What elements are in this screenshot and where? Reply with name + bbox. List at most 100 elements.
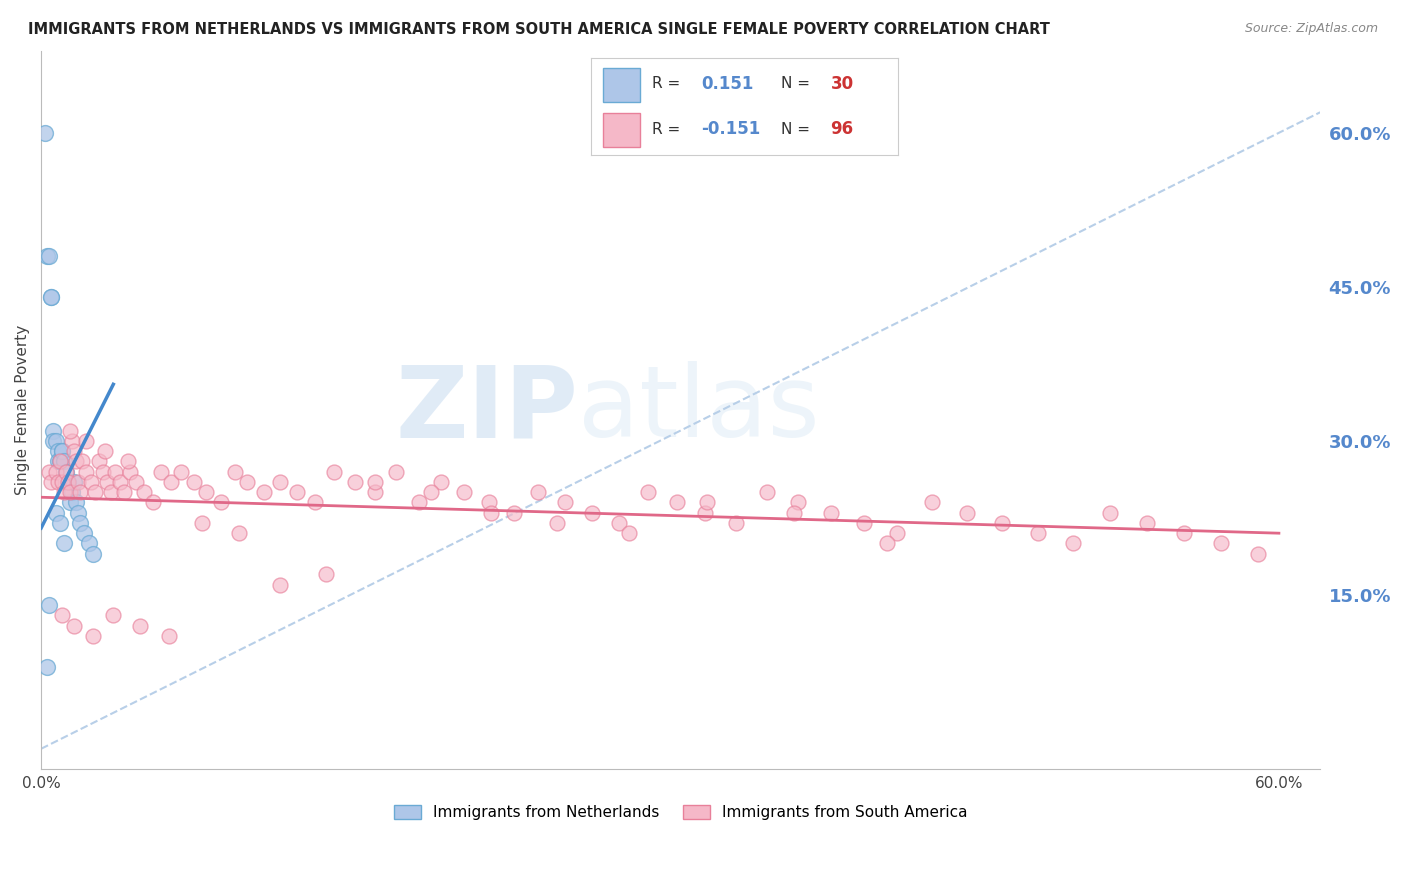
Point xyxy=(65,454,87,468)
Point xyxy=(41,290,63,304)
Point xyxy=(48,454,70,468)
Point xyxy=(408,495,430,509)
Point xyxy=(191,516,214,530)
Point xyxy=(1136,516,1159,530)
Point xyxy=(82,547,104,561)
Point xyxy=(56,475,79,489)
Point xyxy=(269,577,291,591)
Text: ZIP: ZIP xyxy=(395,361,578,458)
Point xyxy=(41,475,63,489)
Point xyxy=(269,475,291,489)
Point xyxy=(581,506,603,520)
Point xyxy=(617,526,640,541)
Point xyxy=(65,495,87,509)
Point xyxy=(195,485,218,500)
Point xyxy=(38,598,60,612)
Point xyxy=(37,659,59,673)
Point xyxy=(34,126,56,140)
Point xyxy=(956,506,979,520)
Point xyxy=(149,465,172,479)
Point xyxy=(87,454,110,468)
Point xyxy=(41,290,63,304)
Point xyxy=(170,465,193,479)
Point xyxy=(285,485,308,500)
Point xyxy=(1247,547,1270,561)
Point xyxy=(756,485,779,500)
Point xyxy=(315,567,337,582)
Point xyxy=(79,475,101,489)
Point xyxy=(304,495,326,509)
Point xyxy=(224,465,246,479)
Point xyxy=(56,475,79,489)
Point xyxy=(1098,506,1121,520)
Point xyxy=(59,424,82,438)
Point xyxy=(55,465,77,479)
Point xyxy=(479,506,502,520)
Point xyxy=(77,536,100,550)
Point xyxy=(696,495,718,509)
Point xyxy=(38,249,60,263)
Point xyxy=(94,444,117,458)
Point xyxy=(607,516,630,530)
Point xyxy=(546,516,568,530)
Point xyxy=(67,475,90,489)
Point xyxy=(783,506,806,520)
Point xyxy=(100,485,122,500)
Point xyxy=(554,495,576,509)
Point xyxy=(37,249,59,263)
Point xyxy=(51,608,73,623)
Point xyxy=(453,485,475,500)
Legend: Immigrants from Netherlands, Immigrants from South America: Immigrants from Netherlands, Immigrants … xyxy=(388,799,974,826)
Point xyxy=(42,424,65,438)
Point xyxy=(725,516,748,530)
Point xyxy=(118,465,141,479)
Point xyxy=(83,485,105,500)
Point xyxy=(129,618,152,632)
Text: atlas: atlas xyxy=(578,361,820,458)
Point xyxy=(1173,526,1195,541)
Point xyxy=(63,444,86,458)
Point xyxy=(157,629,180,643)
Point xyxy=(76,465,98,479)
Point xyxy=(69,485,91,500)
Point xyxy=(52,536,75,550)
Point xyxy=(59,495,82,509)
Point xyxy=(117,454,139,468)
Point xyxy=(51,475,73,489)
Point xyxy=(45,465,67,479)
Point xyxy=(991,516,1014,530)
Point xyxy=(209,495,232,509)
Point xyxy=(48,454,70,468)
Point xyxy=(67,506,90,520)
Point xyxy=(73,526,96,541)
Point xyxy=(1026,526,1049,541)
Point xyxy=(112,485,135,500)
Point xyxy=(59,485,82,500)
Point xyxy=(160,475,183,489)
Point xyxy=(51,444,73,458)
Point xyxy=(48,516,70,530)
Point xyxy=(695,506,717,520)
Point xyxy=(228,526,250,541)
Point xyxy=(91,465,114,479)
Point xyxy=(527,485,550,500)
Point xyxy=(323,465,346,479)
Point xyxy=(108,475,131,489)
Point xyxy=(82,629,104,643)
Point xyxy=(430,475,453,489)
Point xyxy=(253,485,276,500)
Point xyxy=(502,506,524,520)
Point xyxy=(665,495,688,509)
Point xyxy=(72,454,94,468)
Point xyxy=(141,495,163,509)
Point xyxy=(63,475,86,489)
Point xyxy=(343,475,366,489)
Point xyxy=(55,465,77,479)
Text: Source: ZipAtlas.com: Source: ZipAtlas.com xyxy=(1244,22,1378,36)
Point xyxy=(52,454,75,468)
Point xyxy=(364,475,387,489)
Point xyxy=(876,536,898,550)
Point xyxy=(385,465,408,479)
Point xyxy=(637,485,659,500)
Point xyxy=(420,485,443,500)
